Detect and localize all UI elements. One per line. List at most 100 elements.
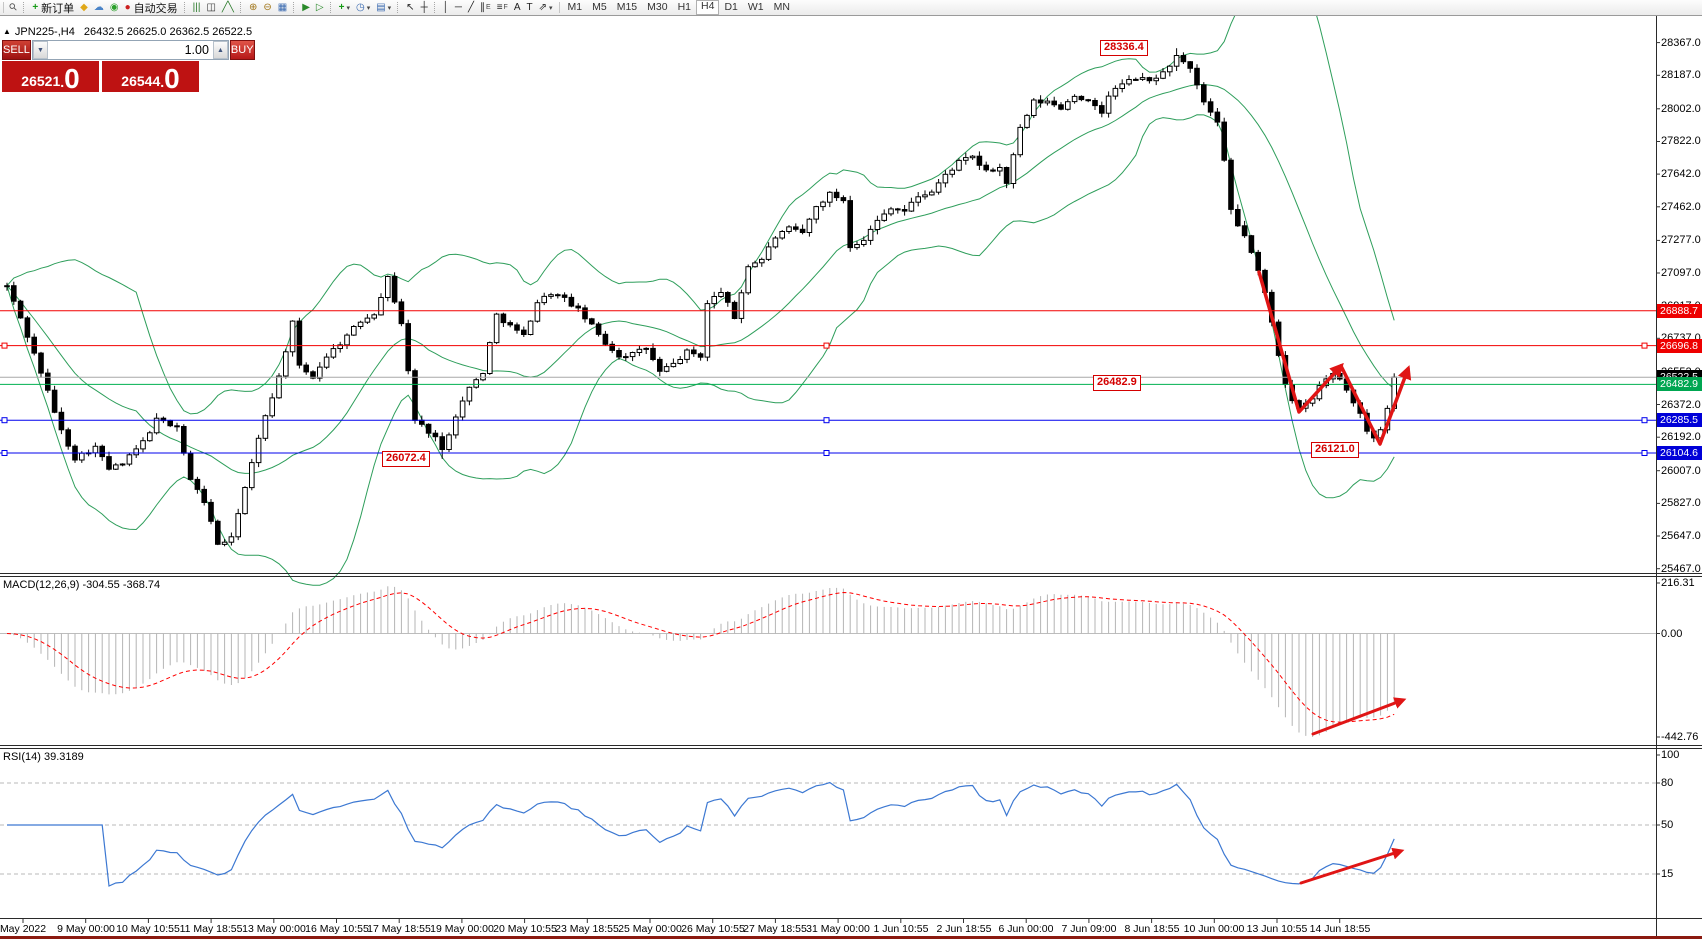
text-icon: A [513, 2, 521, 13]
new-order-button-label: 新订单 [41, 2, 75, 15]
price-annotation-arrow[interactable] [1257, 270, 1344, 414]
line-selection-handle[interactable] [823, 342, 830, 349]
line-chart-button[interactable]: ╱╲ [219, 1, 237, 14]
crosshair-button[interactable]: ┼ [418, 1, 431, 14]
arrows-button-dropdown-icon[interactable]: ▾ [549, 4, 553, 12]
fibonacci-icon: ≡ [496, 2, 503, 13]
timeframe-m30-button[interactable]: M30 [647, 1, 668, 13]
symbol-header: ▲ JPN225-,H4 26432.5 26625.0 26362.5 26522… [3, 26, 252, 38]
trendline-icon: ╱ [468, 2, 475, 13]
auto-scroll-button[interactable]: ▶ [299, 1, 313, 14]
timeframe-m15-button[interactable]: M15 [616, 1, 638, 13]
horizontal-line-button[interactable]: ─ [452, 1, 465, 14]
auto-trading-button[interactable]: ● 自动交易 [122, 1, 181, 15]
bollinger-middle-line [6, 84, 1395, 474]
toolbar-separator [183, 2, 187, 13]
price-callout-label[interactable]: 28336.4 [1100, 40, 1148, 56]
tile-windows-button[interactable]: ▦ [275, 1, 290, 14]
sell-price-display[interactable]: 26521. 0 [2, 61, 99, 94]
search-icon[interactable]: ⚲ [7, 1, 20, 14]
templates-button-dropdown-icon[interactable]: ▾ [387, 4, 392, 12]
line-selection-handle[interactable] [1641, 342, 1648, 349]
chart-shift-icon: ▷ [315, 2, 324, 13]
line-selection-handle[interactable] [1, 342, 8, 349]
signals-icon[interactable]: ◉ [107, 1, 122, 14]
volume-stepper: ▼ ▲ [31, 40, 229, 60]
timeframe-h4-button[interactable]: H4 [696, 0, 720, 15]
time-axis[interactable] [0, 918, 1656, 936]
equidistant-channel-button[interactable]: ∥ E [480, 2, 491, 13]
price-callout-label[interactable]: 26121.0 [1311, 442, 1359, 458]
axis-ticks [22, 42, 1660, 923]
collapse-arrow-icon[interactable]: ▲ [3, 27, 11, 36]
toolbar-separator [239, 2, 243, 13]
price-annotation-arrow[interactable] [1339, 364, 1412, 446]
horizontal-line-icon: ─ [454, 2, 462, 13]
price-callout-label[interactable]: 26482.9 [1093, 375, 1141, 391]
window-bottom-strip [0, 936, 1702, 939]
candlestick-chart-button[interactable]: ◫ [203, 1, 218, 14]
volume-increase-button[interactable]: ▲ [212, 41, 228, 59]
periods-button[interactable]: ◷ ▾ [353, 1, 373, 14]
cursor-button[interactable]: ↖ [403, 1, 417, 14]
price-axis[interactable] [1656, 15, 1702, 936]
toolbar-separator [397, 2, 400, 13]
sell-price-big-digit: 0 [64, 63, 80, 94]
rsi-level-lines [0, 782, 1656, 875]
indicators-button-dropdown-icon[interactable]: ▾ [346, 4, 350, 12]
signals-icon-icon: ◉ [109, 2, 119, 13]
volume-decrease-button[interactable]: ▼ [32, 41, 48, 59]
metaeditor-icon[interactable]: ◆ [77, 1, 91, 14]
timeframe-d1-button[interactable]: D1 [724, 1, 738, 13]
line-selection-handle[interactable] [1, 450, 8, 456]
templates-button[interactable]: ▤ ▾ [373, 1, 394, 14]
zoom-in-button[interactable]: ⊕ [246, 1, 260, 14]
buy-price-display[interactable]: 26544. 0 [102, 61, 199, 93]
zoom-out-button[interactable]: ⊖ [260, 1, 274, 14]
periods-button-dropdown-icon[interactable]: ▾ [366, 4, 371, 12]
equidistant-channel-icon: ∥ [480, 2, 486, 13]
indicators-button[interactable]: + ▾ [336, 1, 353, 14]
line-selection-handle[interactable] [823, 450, 830, 456]
fibonacci-button[interactable]: ≡ F [496, 2, 508, 13]
bar-chart-icon: ||| [192, 2, 201, 13]
sell-button[interactable]: SELL [2, 40, 31, 60]
line-selection-handle[interactable] [1, 417, 8, 424]
timeframe-m5-button[interactable]: M5 [592, 1, 607, 13]
text-button[interactable]: A [511, 1, 524, 14]
rsi-annotation-arrow[interactable] [1299, 847, 1405, 885]
timeframe-w1-button[interactable]: W1 [747, 1, 764, 13]
chart-ohlc-values: 26432.5 26625.0 26362.5 26522.5 [83, 26, 253, 38]
volume-input[interactable] [47, 41, 213, 59]
new-order-button[interactable]: + 新订单 [29, 1, 77, 15]
templates-icon: ▤ [376, 2, 386, 13]
tile-windows-icon: ▦ [277, 2, 288, 13]
line-selection-handle[interactable] [1641, 450, 1648, 456]
arrows-button[interactable]: ⇗ ▾ [536, 1, 556, 14]
line-selection-handle[interactable] [1641, 417, 1648, 424]
line-selection-handle[interactable] [823, 417, 830, 424]
text-label-button[interactable]: T [524, 1, 536, 14]
timeframe-m1-button[interactable]: M1 [567, 1, 583, 13]
macd-signal-line [6, 591, 1395, 723]
chart-shift-button[interactable]: ▷ [313, 1, 327, 14]
timeframe-mn-button[interactable]: MN [773, 1, 790, 13]
bollinger-lower-line [6, 114, 1395, 586]
macd-annotation-arrow[interactable] [1311, 697, 1407, 736]
vertical-line-button[interactable]: │ [440, 1, 452, 14]
toolbar-separator [558, 2, 560, 13]
community-icon[interactable]: ☁ [91, 1, 107, 14]
bollinger-bands[interactable] [6, 0, 1395, 586]
toolbar-separator [293, 2, 296, 13]
panel-separators[interactable] [0, 15, 1702, 936]
price-callout-label[interactable]: 26072.4 [382, 451, 430, 467]
bar-chart-button[interactable]: ||| [190, 1, 204, 14]
timeframe-h1-button[interactable]: H1 [677, 1, 692, 13]
auto-trading-button-label: 自动交易 [133, 2, 178, 15]
new-order-icon: + [32, 2, 39, 13]
buy-button[interactable]: BUY [229, 40, 255, 60]
trendline-button[interactable]: ╱ [465, 1, 477, 14]
candlestick-chart-icon: ◫ [206, 2, 216, 13]
